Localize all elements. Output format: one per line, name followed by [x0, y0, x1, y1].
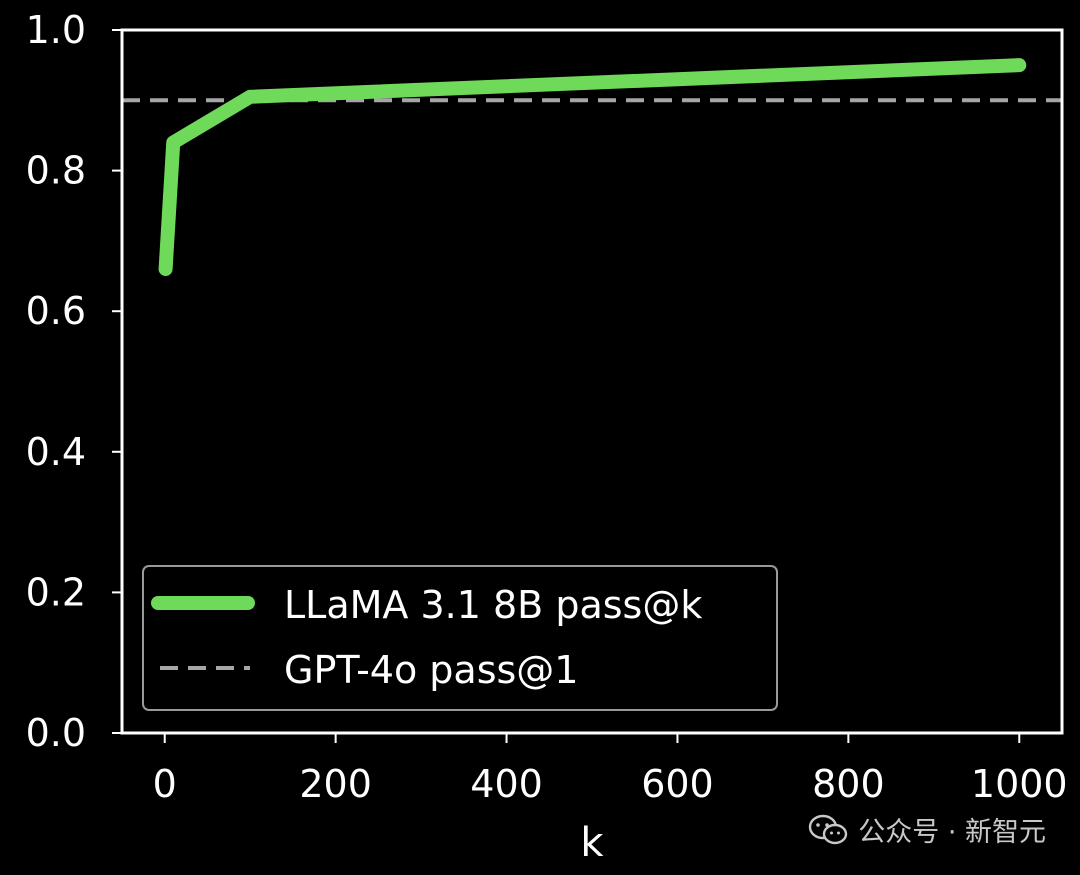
y-tick-label: 0.4: [26, 430, 86, 474]
x-tick-label: 400: [470, 762, 543, 806]
legend: LLaMA 3.1 8B pass@k GPT-4o pass@1: [142, 565, 778, 711]
x-tick-label: 600: [641, 762, 714, 806]
y-tick-label: 0.6: [26, 289, 86, 333]
y-axis-ticks: 0.0 0.2 0.4 0.6 0.8 1.0: [26, 8, 122, 755]
x-axis-ticks: 0 200 400 600 800 1000: [153, 733, 1068, 806]
y-tick-label: 0.8: [26, 149, 86, 193]
series-line-llama: [158, 58, 1027, 277]
legend-label-gpt4o: GPT-4o pass@1: [284, 648, 578, 692]
series-layer: [122, 58, 1062, 277]
watermark: 公众号 · 新智元: [808, 810, 1046, 849]
legend-label-llama: LLaMA 3.1 8B pass@k: [284, 583, 702, 627]
y-tick-label: 0.0: [26, 711, 86, 755]
y-tick-label: 0.2: [26, 570, 86, 614]
x-axis-label: k: [580, 820, 604, 866]
x-tick-label: 1000: [971, 762, 1068, 806]
wechat-icon: [808, 814, 848, 846]
watermark-text: 公众号 · 新智元: [858, 817, 1046, 848]
x-tick-label: 200: [299, 762, 372, 806]
legend-box: [142, 565, 778, 711]
x-tick-label: 800: [812, 762, 885, 806]
y-tick-label: 1.0: [26, 8, 86, 52]
x-tick-label: 0: [153, 762, 177, 806]
plot-frame: [120, 28, 1064, 735]
